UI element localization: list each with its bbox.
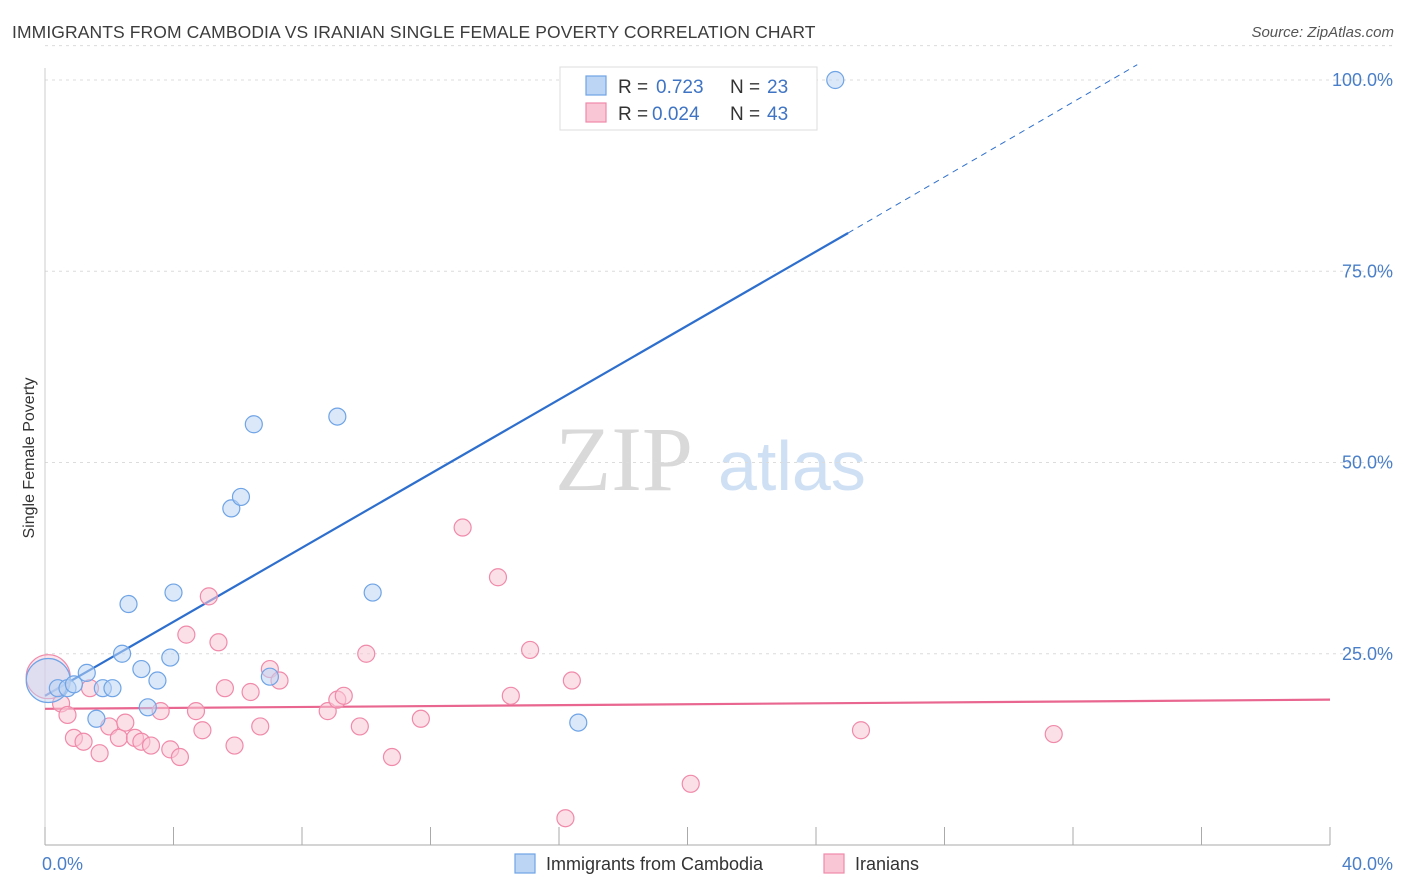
data-point-cambodia <box>148 671 167 690</box>
data-point-cambodia <box>161 648 180 667</box>
data-point-iranians <box>556 809 575 828</box>
data-point-iranians <box>488 568 508 587</box>
data-point-cambodia <box>569 713 588 732</box>
data-point-cambodia <box>328 407 347 426</box>
y-tick-label: 25.0% <box>1342 644 1393 664</box>
data-point-iranians <box>334 686 353 705</box>
legend-r-value-cambodia: 0.723 <box>656 77 704 98</box>
data-point-iranians <box>382 747 402 767</box>
bottom-legend-label-iranians: Iranians <box>855 854 919 874</box>
data-point-cambodia <box>244 415 263 434</box>
trend-line-extension <box>847 64 1138 234</box>
axes <box>44 68 1331 846</box>
data-point-iranians <box>58 705 77 725</box>
data-point-iranians <box>90 744 109 763</box>
data-point-cambodia <box>231 487 251 507</box>
y-tick-label: 100.0% <box>1332 70 1393 90</box>
data-point-iranians <box>209 633 228 652</box>
y-tick-label: 50.0% <box>1342 453 1393 473</box>
data-point-iranians <box>170 747 190 767</box>
data-point-cambodia <box>87 709 106 728</box>
grid-lines <box>45 45 1392 655</box>
data-point-iranians <box>851 721 871 740</box>
data-point-iranians <box>225 736 244 755</box>
data-point-cambodia <box>77 663 96 682</box>
legend-swatch-iranians <box>585 102 607 123</box>
legend: R = 0.723 N = 23 R = 0.024 N = 43 <box>559 66 818 131</box>
data-point-iranians <box>177 625 196 644</box>
y-axis-label: Single Female Poverty <box>21 378 38 539</box>
data-point-iranians <box>74 732 93 751</box>
trend-line-cambodia <box>44 232 849 697</box>
data-point-cambodia <box>138 698 157 717</box>
data-point-iranians <box>141 736 161 755</box>
data-point-iranians <box>109 728 128 748</box>
y-tick-label: 75.0% <box>1342 261 1393 281</box>
data-point-cambodia <box>112 644 132 663</box>
legend-swatch-cambodia <box>585 75 607 96</box>
data-point-cambodia <box>132 659 151 679</box>
legend-n-value-cambodia: 23 <box>767 77 788 98</box>
data-point-iranians <box>186 702 206 721</box>
watermark-atlas: atlas <box>718 427 866 505</box>
chart-source: Source: ZipAtlas.com <box>1251 24 1394 41</box>
data-point-iranians <box>1044 724 1063 744</box>
bottom-legend: Immigrants from Cambodia Iranians <box>514 853 919 874</box>
x-tick-label: 40.0% <box>1342 854 1393 874</box>
data-point-iranians <box>453 518 472 537</box>
legend-r-label-cambodia: R = <box>618 77 648 98</box>
x-tick-label: 0.0% <box>42 854 83 874</box>
data-point-iranians <box>501 686 520 705</box>
tick-labels: 25.0% 50.0% 75.0% 100.0% 0.0% 40.0% <box>42 70 1393 874</box>
data-point-iranians <box>411 709 430 728</box>
data-point-iranians <box>241 682 260 702</box>
data-point-iranians <box>357 644 376 663</box>
data-points <box>25 70 1063 828</box>
bottom-legend-label-cambodia: Immigrants from Cambodia <box>546 854 764 874</box>
data-point-cambodia <box>164 583 183 602</box>
data-point-cambodia <box>363 583 382 602</box>
data-point-iranians <box>520 640 540 660</box>
data-point-iranians <box>116 713 135 732</box>
legend-n-label-iranians: N = <box>730 104 760 125</box>
data-point-iranians <box>251 717 270 736</box>
bottom-legend-swatch-iranians <box>823 853 845 874</box>
bottom-legend-swatch-cambodia <box>514 853 536 874</box>
data-point-iranians <box>215 679 234 698</box>
data-point-iranians <box>193 721 212 740</box>
data-point-cambodia <box>103 679 122 698</box>
data-point-iranians <box>562 671 581 690</box>
data-point-cambodia <box>119 594 138 614</box>
chart-title: IMMIGRANTS FROM CAMBODIA VS IRANIAN SING… <box>12 22 816 42</box>
legend-n-label-cambodia: N = <box>730 77 760 98</box>
trend-lines <box>44 64 1331 710</box>
legend-n-value-iranians: 43 <box>767 104 788 125</box>
legend-r-label-iranians: R = <box>618 104 648 125</box>
data-point-cambodia <box>64 675 84 694</box>
data-point-iranians <box>350 717 369 736</box>
trend-line-iranians <box>44 698 1331 710</box>
watermark: ZIP atlas <box>555 408 866 510</box>
legend-r-value-iranians: 0.024 <box>652 104 700 125</box>
watermark-zip: ZIP <box>555 408 693 510</box>
data-point-cambodia <box>260 667 279 686</box>
data-point-iranians <box>199 587 218 606</box>
data-point-iranians <box>681 774 700 793</box>
data-point-cambodia <box>826 70 845 90</box>
